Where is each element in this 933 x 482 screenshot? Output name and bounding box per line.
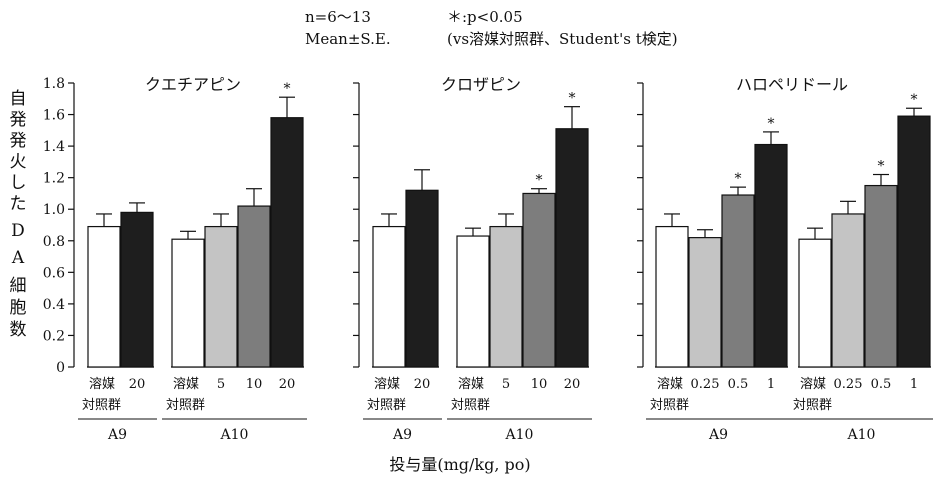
y-tick-label: 1.0 xyxy=(43,202,65,218)
panel-3: ハロペリドール溶媒対照群0.25*0.5*1A9溶媒対照群0.25*0.5*1A… xyxy=(637,75,933,443)
bar xyxy=(522,192,556,368)
group-label: A9 xyxy=(107,427,127,443)
bar xyxy=(120,211,154,368)
note-mean-se: Mean±S.E. xyxy=(305,30,391,48)
y-tick-label: 0 xyxy=(56,360,65,376)
bar xyxy=(489,225,523,368)
category-label: 1 xyxy=(767,377,775,392)
y-axis-label-char: 数 xyxy=(10,320,27,340)
y-axis-label-char: し xyxy=(10,173,27,193)
y-tick-label: 0.8 xyxy=(43,234,65,250)
group-label: A9 xyxy=(708,427,728,443)
category-label: 溶媒 xyxy=(657,377,683,392)
category-label: 20 xyxy=(279,377,296,392)
y-axis-label: 自 発 発 火 し た D A 細 胞 数 xyxy=(10,89,27,340)
y-axis-label-char: A xyxy=(11,248,25,268)
panel-title: ハロペリドール xyxy=(736,75,848,94)
y-axis-label-char: 火 xyxy=(10,152,27,172)
category-label: 10 xyxy=(246,377,263,392)
y-axis-label-char: 細 xyxy=(10,276,27,296)
category-label: 20 xyxy=(129,377,146,392)
bar xyxy=(831,213,865,368)
note-significance: ＊:p<0.05 xyxy=(447,8,523,26)
bar xyxy=(87,225,121,368)
bar xyxy=(864,184,898,368)
significance-marker: * xyxy=(536,173,543,189)
bar xyxy=(721,194,755,368)
category-label: 溶媒 xyxy=(89,377,115,392)
y-tick-label: 0.6 xyxy=(43,265,65,281)
bar xyxy=(897,115,931,368)
category-label: 溶媒 xyxy=(458,377,484,392)
category-label: 5 xyxy=(502,377,510,392)
category-label-line2: 対照群 xyxy=(82,398,121,413)
category-label: 溶媒 xyxy=(800,377,826,392)
category-label-line2: 対照群 xyxy=(793,398,832,413)
bar xyxy=(655,225,689,368)
category-label: 0.25 xyxy=(834,377,863,392)
category-label: 0.25 xyxy=(691,377,720,392)
bar xyxy=(555,128,589,368)
group-label: A10 xyxy=(847,427,876,443)
significance-marker: * xyxy=(878,159,885,175)
significance-marker: * xyxy=(911,92,918,108)
y-axis-label-char: 発 xyxy=(10,131,27,151)
x-axis-label: 投与量(mg/kg, po) xyxy=(389,455,530,474)
bar xyxy=(405,189,439,368)
category-label: 0.5 xyxy=(871,377,892,392)
significance-marker: * xyxy=(735,171,742,187)
category-label: 20 xyxy=(564,377,581,392)
category-label-line2: 対照群 xyxy=(367,398,406,413)
bar xyxy=(456,235,490,368)
category-label: 溶媒 xyxy=(173,377,199,392)
category-label-line2: 対照群 xyxy=(451,398,490,413)
category-label-line2: 対照群 xyxy=(650,398,689,413)
bar xyxy=(237,205,271,368)
group-label: A10 xyxy=(505,427,534,443)
category-label-line2: 対照群 xyxy=(166,398,205,413)
y-tick-label: 1.8 xyxy=(43,76,65,92)
bar xyxy=(204,225,238,368)
note-sample-size: n=6〜13 xyxy=(305,8,371,26)
y-axis-label-char: D xyxy=(11,221,25,241)
y-axis-label-char: 発 xyxy=(10,110,27,130)
category-label: 20 xyxy=(414,377,431,392)
bar xyxy=(171,238,205,368)
y-tick-label: 0.4 xyxy=(43,297,65,313)
category-label: 5 xyxy=(217,377,225,392)
category-label: 10 xyxy=(531,377,548,392)
group-label: A10 xyxy=(220,427,249,443)
y-tick-label: 1.6 xyxy=(43,108,65,124)
panel-title: クエチアピン xyxy=(145,75,241,94)
y-tick-label: 1.2 xyxy=(43,171,65,187)
bar xyxy=(798,238,832,368)
category-label: 1 xyxy=(910,377,918,392)
bar xyxy=(688,237,722,368)
note-test-method: (vs溶媒対照群、Student's t検定) xyxy=(447,30,678,48)
category-label: 0.5 xyxy=(728,377,749,392)
group-label: A9 xyxy=(392,427,412,443)
bar xyxy=(270,117,304,368)
y-axis-label-char: 自 xyxy=(10,89,27,109)
significance-marker: * xyxy=(768,116,775,132)
y-axis-label-char: 胞 xyxy=(10,298,27,318)
panel-title: クロザピン xyxy=(441,75,521,94)
significance-marker: * xyxy=(284,81,291,97)
y-tick-label: 1.4 xyxy=(43,139,65,155)
significance-marker: * xyxy=(569,91,576,107)
category-label: 溶媒 xyxy=(374,377,400,392)
y-axis-label-char: た xyxy=(10,194,27,214)
y-tick-label: 0.2 xyxy=(43,328,65,344)
bar xyxy=(372,225,406,368)
bar xyxy=(754,143,788,368)
